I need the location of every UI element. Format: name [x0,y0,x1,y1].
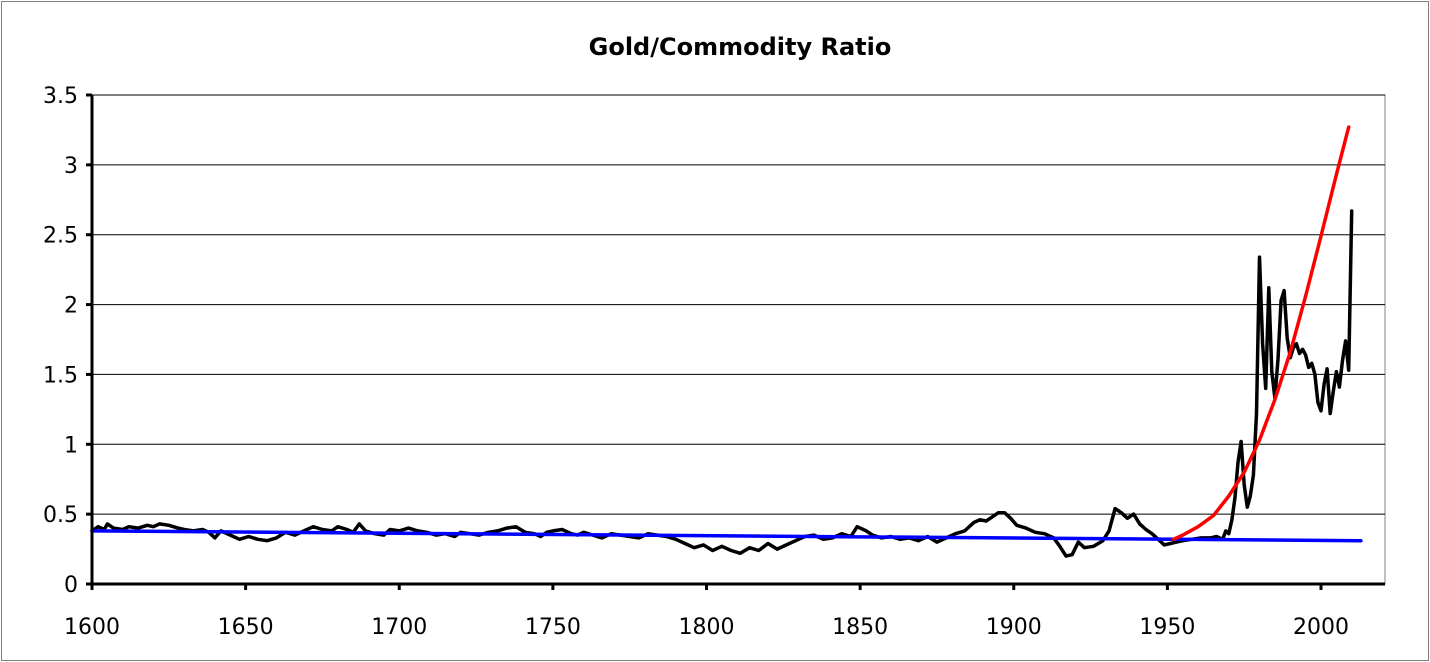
plot-area [91,94,1386,585]
x-tick-label: 1800 [679,615,735,640]
x-tick-label: 1700 [371,615,427,640]
y-tick-label: 0 [64,573,78,598]
x-tick-label: 1850 [832,615,888,640]
x-tick-label: 1750 [525,615,581,640]
y-tick-label: 2.5 [43,224,78,249]
series-line-3 [1171,125,1351,542]
x-tick-label: 1600 [64,615,120,640]
x-tick-label: 1650 [218,615,274,640]
x-tick-label: 1950 [1139,615,1195,640]
y-tick-label: 3 [64,154,78,179]
chart-title: Gold/Commodity Ratio [589,33,892,61]
series-line-2 [90,529,1363,543]
x-tick-label: 1900 [986,615,1042,640]
y-tick-label: 2 [64,294,78,319]
y-tick-label: 1 [64,433,78,458]
y-tick-label: 1.5 [43,363,78,388]
y-tick-label: 0.5 [43,503,78,528]
y-tick-label: 3.5 [43,84,78,109]
x-tick-label: 2000 [1293,615,1349,640]
series-line-1 [90,209,1354,558]
